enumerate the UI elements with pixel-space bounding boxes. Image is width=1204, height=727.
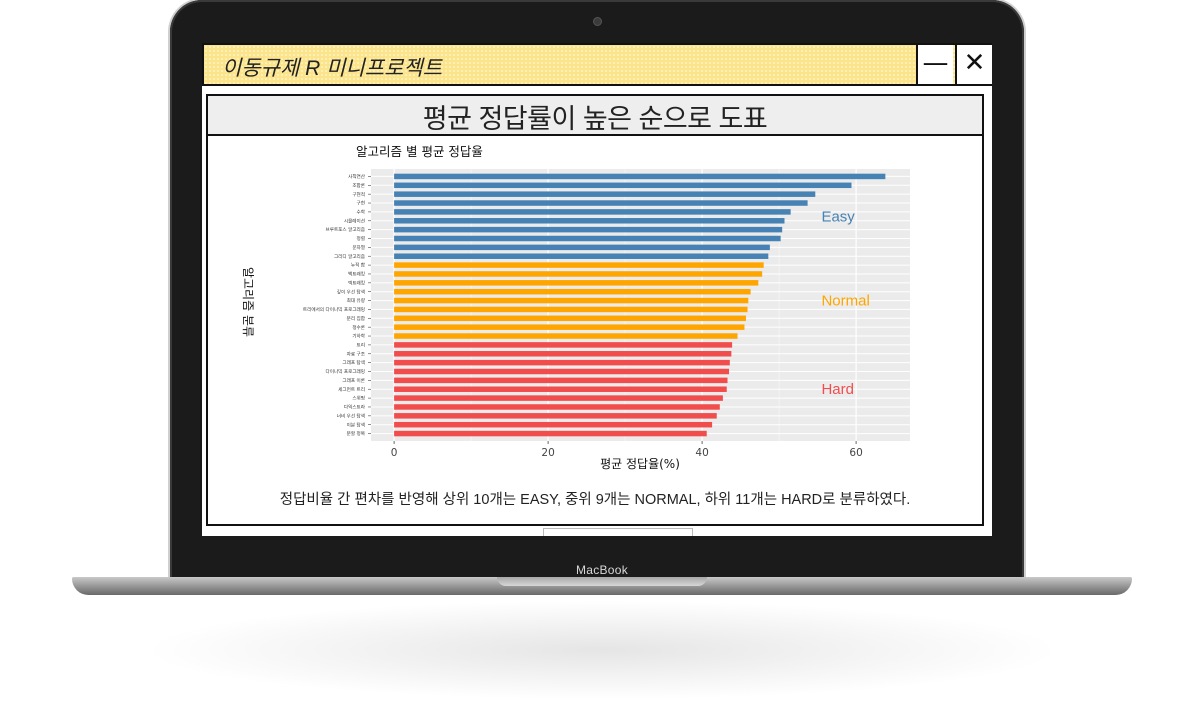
laptop-screen: 이동규제 R 미니프로젝트 — ✕ 평균 정답률이 높은 순으로 도표 알고리즘… [202, 43, 992, 536]
category-label: 덱트래킹 [348, 279, 365, 286]
bar [394, 386, 727, 392]
category-label: 다익스트라 [344, 404, 366, 411]
bar [394, 218, 785, 224]
category-label: 분리 집합 [347, 315, 366, 322]
panel-heading: 평균 정답률이 높은 순으로 도표 [422, 104, 768, 134]
category-label: 분할 정복 [347, 430, 365, 437]
category-label: 이분 탐색 [347, 421, 365, 428]
category-label: 세그먼트 트리 [338, 386, 365, 393]
group-annotations: Easy Normal Hard [821, 208, 869, 398]
x-tick-label: 0 [391, 447, 398, 459]
category-label: 조합론 [352, 182, 365, 189]
group-label: Easy [821, 208, 855, 225]
category-label: 그래프 이론 [342, 377, 365, 384]
bar [394, 315, 746, 322]
bar [394, 404, 720, 410]
group-label: Normal [821, 293, 869, 310]
minimize-button[interactable]: — [916, 45, 953, 84]
category-label: 트리 [357, 342, 365, 349]
window-titlebar: 이동규제 R 미니프로젝트 — ✕ [202, 43, 992, 86]
category-label: 다이나믹 프로그래밍 [326, 368, 366, 375]
x-tick-label: 60 [849, 447, 862, 459]
category-label: 그래프 탐색 [342, 359, 365, 366]
laptop-notch [497, 577, 707, 586]
bar [394, 173, 886, 180]
bar [394, 253, 769, 259]
category-label: 구현적 [352, 191, 365, 198]
bar [394, 306, 748, 313]
bar [394, 430, 707, 437]
scroll-handle[interactable] [543, 528, 693, 536]
bar [394, 200, 808, 206]
bar [394, 244, 770, 251]
category-label: 정수론 [352, 324, 365, 331]
webcam [593, 17, 602, 26]
bar [394, 191, 816, 197]
category-label: 시뮬레이션 [344, 217, 365, 224]
x-tick-label: 40 [695, 447, 708, 459]
category-label: 최대 유량 [347, 297, 366, 304]
category-label: 백트래킹 [348, 271, 365, 278]
category-label: 수학 [357, 209, 366, 216]
category-label: 사칙연산 [348, 173, 366, 180]
bar [394, 368, 730, 375]
chart-title: 알고리즘 별 평균 정답율 [356, 144, 483, 159]
category-label: 문자열 [352, 244, 365, 251]
bar [394, 421, 713, 428]
bar [394, 351, 732, 357]
panel-header: 평균 정답률이 높은 순으로 도표 [208, 96, 982, 136]
laptop-base [72, 577, 1132, 595]
bar [394, 342, 733, 348]
category-label: 기하학 [352, 333, 365, 340]
laptop-shadow [140, 600, 1064, 700]
category-label: 자료 구조 [347, 350, 365, 357]
chart-caption: 정답비율 간 편차를 반영해 상위 10개는 EASY, 중위 9개는 NORM… [279, 492, 911, 508]
close-icon: ✕ [963, 48, 986, 78]
y-axis-label: 알고리즘 분류 [241, 267, 255, 337]
group-label: Hard [821, 381, 854, 398]
bar [394, 413, 717, 419]
category-label: 브루트포스 알고리즘 [326, 226, 366, 233]
category-label: 누적 합 [351, 262, 366, 269]
x-axis-label: 평균 정답율(%) [600, 457, 680, 471]
bar [394, 395, 723, 401]
brand-label: MacBook [575, 563, 629, 577]
bar [394, 377, 728, 384]
x-ticks: 0 20 40 60 [391, 441, 863, 459]
bars-group [394, 173, 886, 437]
bar [394, 280, 759, 286]
bar [394, 271, 763, 277]
category-label: 스위핑 [352, 395, 365, 402]
bar [394, 182, 852, 189]
window-title: 이동규제 R 미니프로젝트 [222, 57, 443, 80]
bar [394, 235, 781, 242]
bar [394, 288, 751, 295]
close-button[interactable]: ✕ [955, 45, 992, 84]
bar [394, 324, 745, 330]
category-label: 너비 우선 탐색 [337, 412, 365, 419]
category-label: 그리디 알고리즘 [334, 253, 365, 260]
bar [394, 333, 738, 339]
category-label: 깊이 우선 탐색 [337, 288, 365, 295]
bar [394, 297, 749, 304]
category-label: 정렬 [357, 235, 365, 242]
minimize-icon: — [922, 48, 949, 78]
bar [394, 359, 730, 366]
x-tick-label: 20 [541, 447, 554, 459]
category-label: 트리에서의 다이나믹 프로그래밍 [303, 306, 365, 313]
bar [394, 262, 764, 268]
category-label: 구현 [357, 200, 365, 207]
bar [394, 226, 783, 233]
bar [394, 209, 791, 215]
